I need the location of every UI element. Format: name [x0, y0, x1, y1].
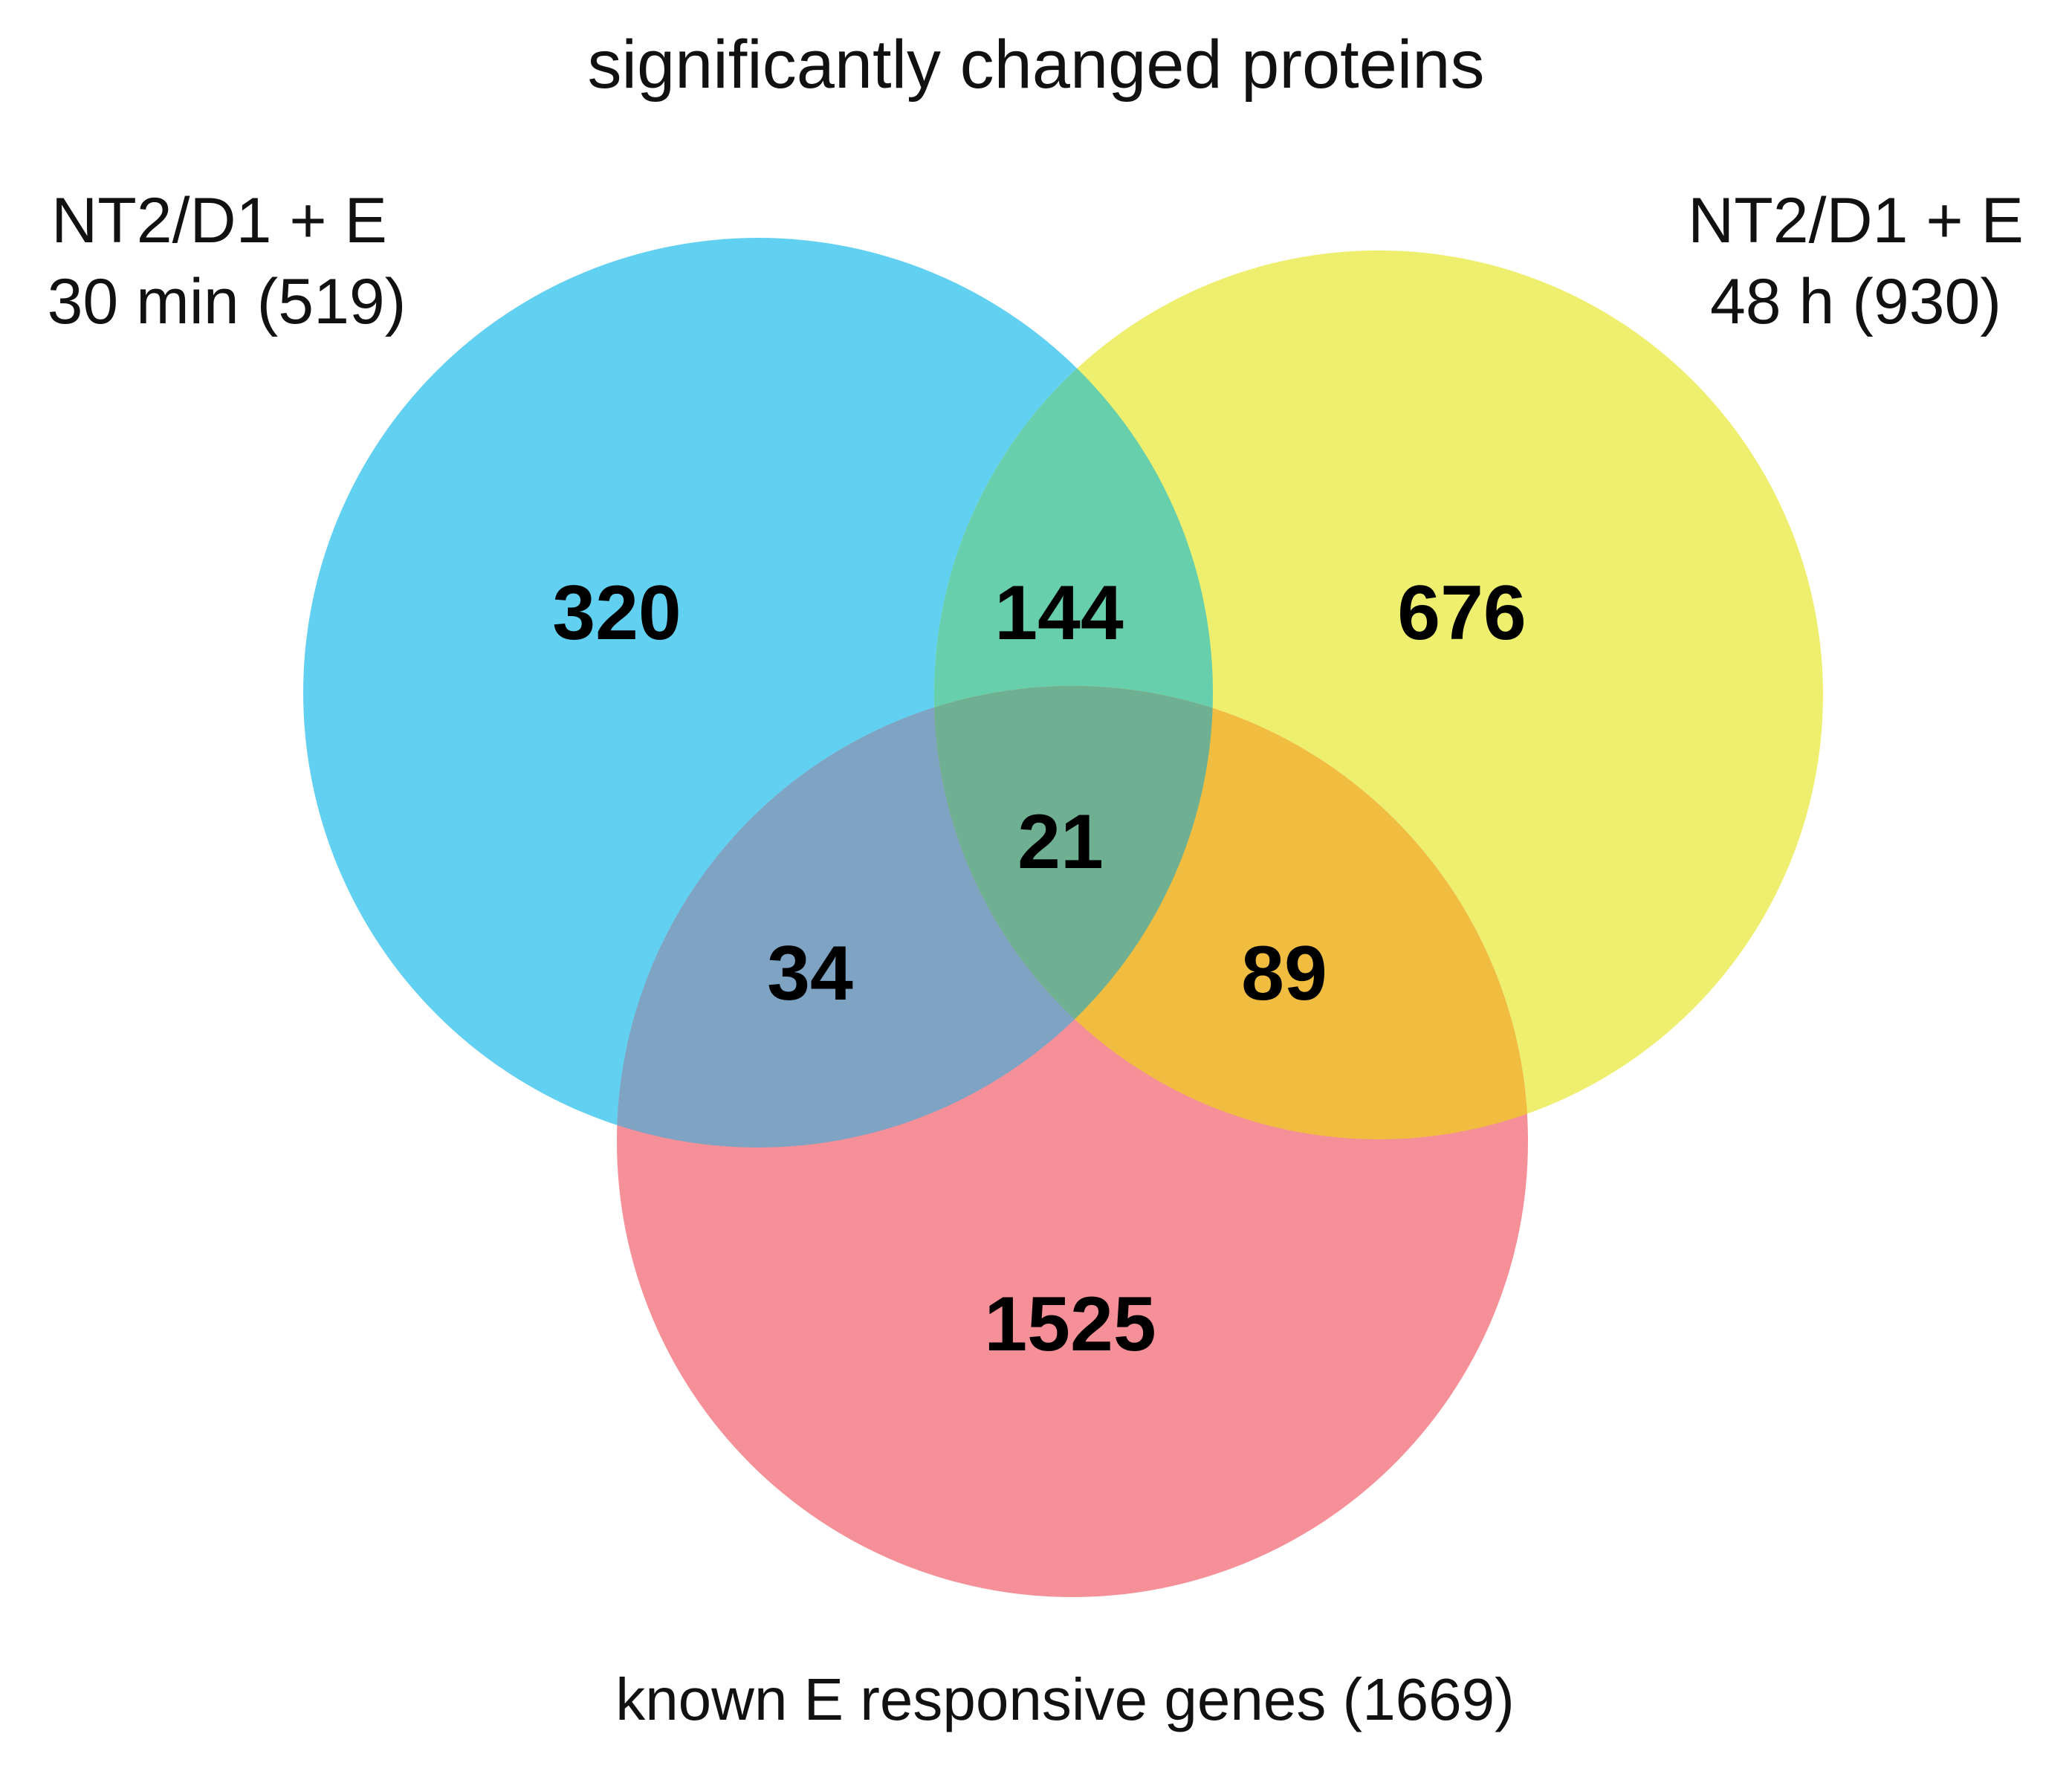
count-b-only: 676 [1397, 570, 1527, 656]
count-bc: 89 [1241, 930, 1327, 1017]
count-abc: 21 [1017, 799, 1104, 885]
overlap-bc [934, 686, 1528, 1139]
set-a-label-line1: NT2/D1 + E [51, 185, 387, 256]
count-ac: 34 [767, 930, 853, 1017]
chart-title: significantly changed proteins [588, 27, 1485, 103]
count-a-only: 320 [552, 570, 682, 656]
set-c-label: known E responsive genes (1669) [615, 1666, 1515, 1732]
set-b-label-line2: 48 h (930) [1710, 266, 2001, 337]
count-ab: 144 [994, 570, 1124, 656]
set-a-label-line2: 30 min (519) [48, 266, 407, 337]
count-c-only: 1525 [984, 1281, 1156, 1367]
set-b-label-line1: NT2/D1 + E [1688, 185, 2024, 256]
